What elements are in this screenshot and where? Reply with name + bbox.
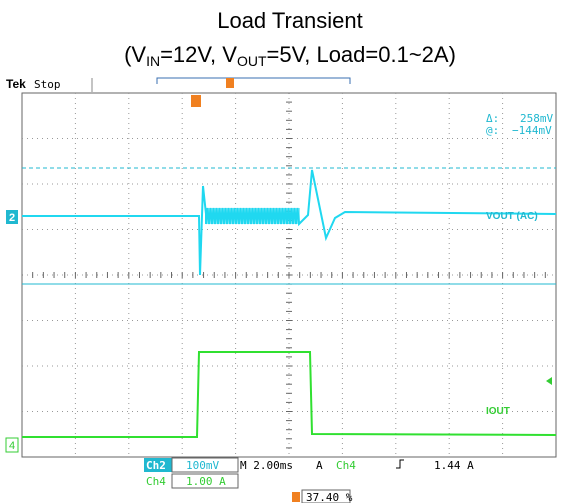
ch4-name: IOUT: [486, 406, 510, 417]
at-value: −144mV: [512, 124, 552, 137]
grid: [21, 92, 557, 458]
readout-trig-mode: A: [316, 459, 323, 472]
trig-pos-icon: [292, 492, 300, 502]
title-line1: Load Transient: [217, 8, 363, 33]
readout-ch4: Ch4: [146, 475, 166, 488]
ch2-noise: [206, 208, 300, 224]
state: Stop: [34, 78, 61, 91]
edge-icon: [396, 459, 404, 469]
ch2-marker: 2: [9, 212, 15, 224]
trigger-marker: [191, 95, 201, 107]
title-sub: OUT: [237, 53, 267, 69]
readout-ch2: Ch2: [146, 459, 166, 472]
title-line2: (VIN=12V, VOUT=5V, Load=0.1~2A): [124, 42, 456, 69]
readout-trig-ch: Ch4: [336, 459, 356, 472]
brand: Tek: [6, 77, 26, 91]
readout-ch2-scale: 100mV: [186, 459, 219, 472]
readout-trig-pos: 37.40 %: [306, 491, 353, 503]
delta-value: 258mV: [520, 112, 553, 125]
title-part: =5V, Load=0.1~2A): [267, 42, 456, 67]
title-part: (V: [124, 42, 146, 67]
readout-timebase: M 2.00ms: [240, 459, 293, 472]
readout-trig-level: 1.44 A: [434, 459, 474, 472]
ch2-name: VOUT (AC): [486, 211, 538, 222]
ch2-scale-box: [171, 457, 239, 473]
ch4-scale-box: [171, 473, 239, 489]
record-bracket: [156, 77, 351, 84]
ch2-box: [144, 458, 172, 472]
at-label: @:: [486, 124, 499, 137]
traces: [22, 169, 557, 438]
delta-label: Δ:: [486, 112, 499, 125]
trig-pos-box: [301, 489, 351, 503]
level-marker: [546, 377, 552, 385]
ch4-marker-box: [5, 437, 19, 453]
ch4-trace: [22, 351, 557, 438]
readout-ch4-scale: 1.00 A: [186, 475, 226, 488]
title-sub: IN: [146, 53, 160, 69]
ch2-marker-box: [6, 210, 18, 224]
title-part: =12V, V: [160, 42, 237, 67]
trigger-pos-marker: [226, 78, 234, 88]
ch4-marker: 4: [9, 440, 15, 452]
